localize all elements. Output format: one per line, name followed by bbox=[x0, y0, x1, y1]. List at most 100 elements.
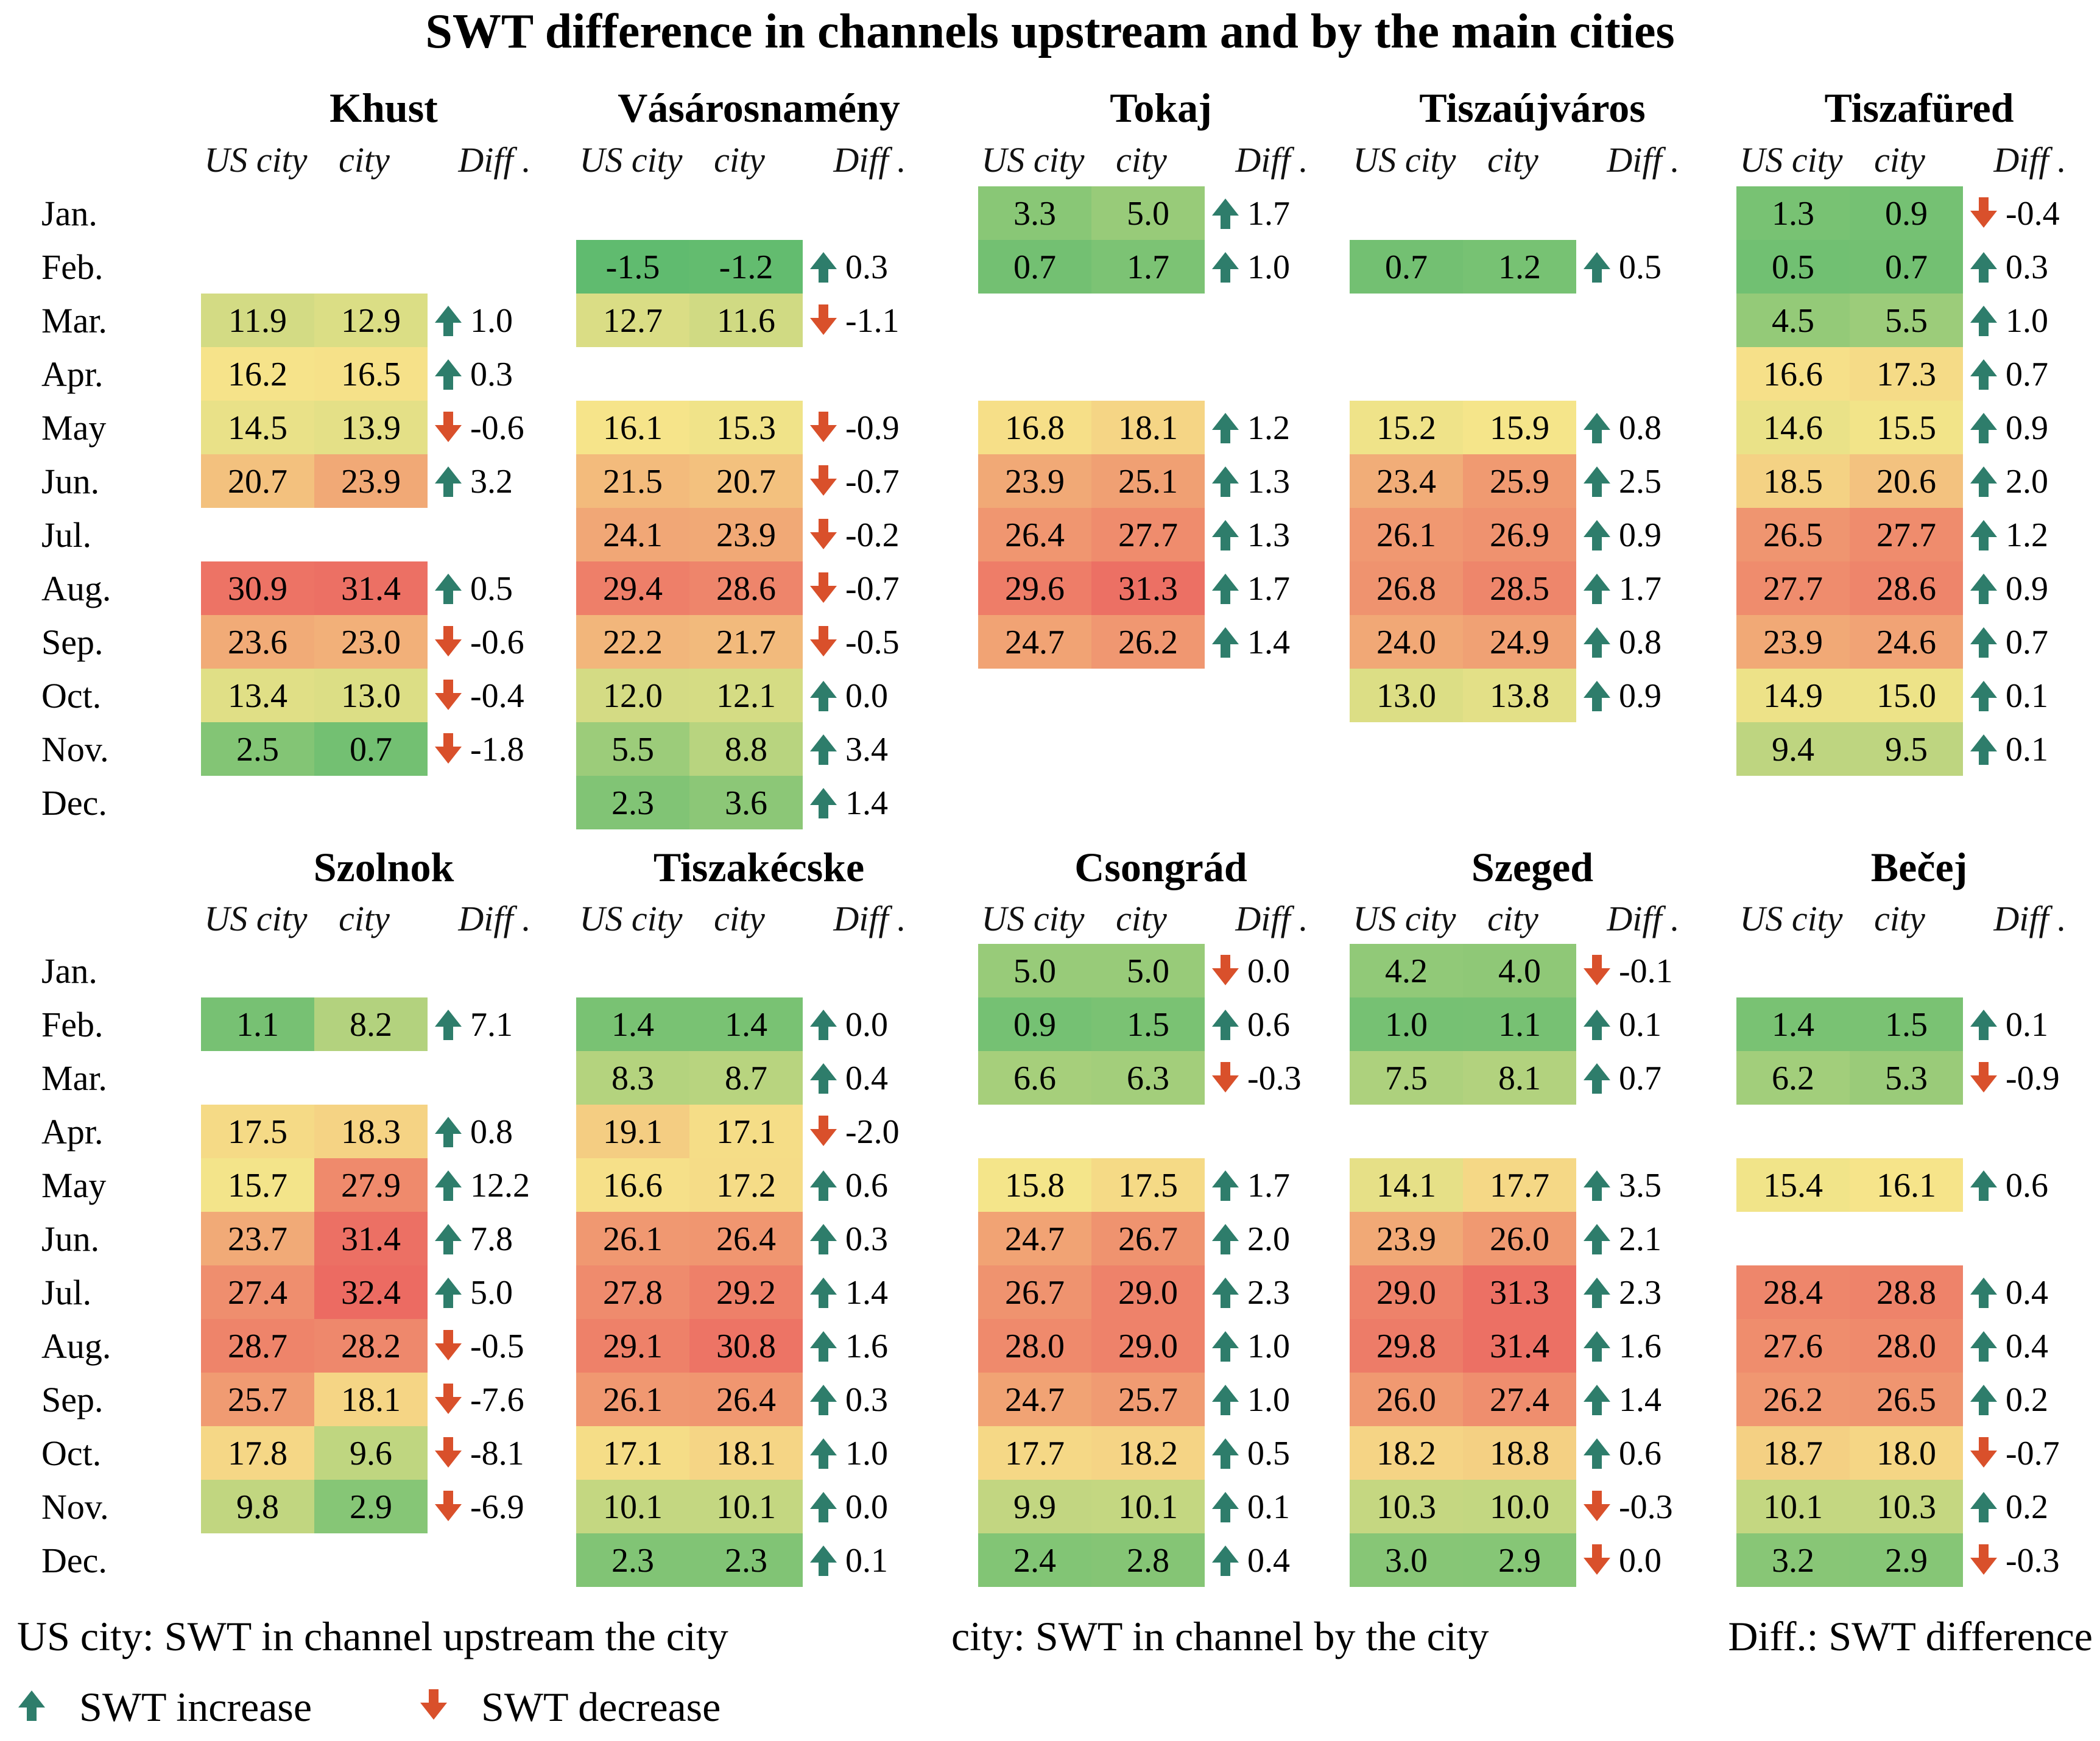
city-cell bbox=[1463, 240, 1576, 294]
increase-arrow-icon bbox=[435, 1278, 462, 1308]
us-value: 26.1 bbox=[1376, 516, 1436, 554]
city-title: Tokaj bbox=[1110, 85, 1212, 131]
increase-arrow-icon bbox=[1584, 681, 1610, 711]
us-cell bbox=[201, 1212, 314, 1265]
increase-arrow-icon bbox=[1970, 1010, 1997, 1040]
diff-value: 0.0 bbox=[845, 1488, 888, 1526]
column-header-us: US city bbox=[981, 140, 1084, 180]
diff-value: -0.5 bbox=[470, 1328, 524, 1365]
city-cell bbox=[1850, 508, 1963, 561]
us-value: 0.7 bbox=[1385, 248, 1428, 286]
us-cell bbox=[201, 401, 314, 454]
us-value: 13.0 bbox=[1376, 677, 1436, 715]
legend-decrease-label: SWT decrease bbox=[481, 1684, 721, 1730]
us-cell bbox=[978, 508, 1091, 561]
increase-arrow-icon bbox=[1212, 252, 1239, 283]
city-value: 8.2 bbox=[350, 1006, 392, 1044]
city-cell bbox=[1850, 401, 1963, 454]
us-value: 2.5 bbox=[236, 731, 279, 769]
us-cell bbox=[1350, 240, 1463, 294]
city-value: 6.3 bbox=[1127, 1060, 1169, 1097]
city-cell bbox=[1463, 508, 1576, 561]
us-cell bbox=[1736, 615, 1850, 669]
us-value: 9.9 bbox=[1013, 1488, 1056, 1526]
city-cell bbox=[1850, 240, 1963, 294]
us-value: 19.1 bbox=[603, 1113, 663, 1151]
diff-value: 1.4 bbox=[1247, 624, 1290, 661]
city-cell bbox=[1850, 1373, 1963, 1426]
us-value: 23.9 bbox=[1005, 463, 1065, 501]
us-cell bbox=[1736, 1373, 1850, 1426]
decrease-arrow-icon bbox=[810, 465, 837, 496]
us-cell bbox=[576, 615, 689, 669]
decrease-arrow-icon bbox=[810, 412, 837, 442]
city-value: 29.0 bbox=[1118, 1328, 1178, 1365]
city-value: 26.2 bbox=[1118, 624, 1178, 661]
city-value: 26.5 bbox=[1876, 1381, 1936, 1419]
us-value: 2.3 bbox=[611, 1542, 654, 1580]
city-cell bbox=[1850, 997, 1963, 1051]
city-cell bbox=[1850, 294, 1963, 347]
diff-value: 0.8 bbox=[470, 1113, 513, 1151]
increase-arrow-icon bbox=[1970, 1385, 1997, 1415]
city-value: 2.9 bbox=[1885, 1542, 1928, 1580]
us-value: 11.9 bbox=[228, 302, 287, 340]
us-value: 2.4 bbox=[1013, 1542, 1056, 1580]
city-value: 24.6 bbox=[1876, 624, 1936, 661]
us-cell bbox=[576, 722, 689, 776]
us-value: 24.1 bbox=[603, 516, 663, 554]
increase-arrow-icon bbox=[1212, 413, 1239, 443]
month-label: Mar. bbox=[41, 301, 107, 340]
city-cell bbox=[314, 722, 428, 776]
us-cell bbox=[1350, 944, 1463, 997]
us-cell bbox=[978, 561, 1091, 615]
city-cell bbox=[1463, 1533, 1576, 1587]
diff-value: -0.4 bbox=[2006, 195, 2060, 233]
us-value: 15.8 bbox=[1005, 1167, 1065, 1205]
city-value: 28.2 bbox=[341, 1328, 401, 1365]
increase-arrow-icon bbox=[1584, 1224, 1610, 1254]
increase-arrow-icon bbox=[1970, 681, 1997, 711]
us-value: 5.0 bbox=[1013, 952, 1056, 990]
city-cell bbox=[1463, 1158, 1576, 1212]
city-cell bbox=[1091, 615, 1205, 669]
footer-city-definition: city: SWT in channel by the city bbox=[951, 1613, 1489, 1659]
city-value: 25.9 bbox=[1490, 463, 1549, 501]
increase-arrow-icon bbox=[1584, 1438, 1610, 1469]
column-header-us: US city bbox=[204, 899, 307, 938]
increase-arrow-icon bbox=[810, 1170, 837, 1201]
us-cell bbox=[201, 1158, 314, 1212]
column-header-city: city bbox=[339, 899, 390, 938]
diff-value: 0.9 bbox=[2006, 409, 2048, 447]
city-value: 0.7 bbox=[1885, 248, 1928, 286]
us-cell bbox=[1736, 1319, 1850, 1373]
us-cell bbox=[576, 454, 689, 508]
city-cell bbox=[1850, 1265, 1963, 1319]
us-cell bbox=[978, 401, 1091, 454]
us-cell bbox=[1350, 669, 1463, 722]
city-cell bbox=[314, 615, 428, 669]
column-header-diff: Diff . bbox=[457, 140, 530, 180]
city-cell bbox=[689, 1533, 803, 1587]
city-cell bbox=[689, 1051, 803, 1105]
diff-value: 1.0 bbox=[470, 302, 513, 340]
us-cell bbox=[201, 1373, 314, 1426]
month-label: Mar. bbox=[41, 1058, 107, 1098]
us-cell bbox=[1736, 722, 1850, 776]
diff-value: 1.0 bbox=[845, 1435, 888, 1472]
city-value: 4.0 bbox=[1498, 952, 1541, 990]
city-cell bbox=[1091, 1480, 1205, 1533]
city-value: 18.0 bbox=[1876, 1435, 1936, 1472]
city-value: 18.8 bbox=[1490, 1435, 1549, 1472]
month-label: Jun. bbox=[41, 1219, 99, 1259]
month-label: Jun. bbox=[41, 462, 99, 501]
column-header-diff: Diff . bbox=[1993, 140, 2066, 180]
diff-value: 0.6 bbox=[1619, 1435, 1661, 1472]
column-header-city: city bbox=[1487, 140, 1538, 180]
city-panel: Tiszaújváros US city city Diff . 0.7 1.2 0.5 15… bbox=[1350, 85, 1680, 722]
us-cell bbox=[978, 1051, 1091, 1105]
us-cell bbox=[1736, 997, 1850, 1051]
column-header-us: US city bbox=[204, 140, 307, 180]
city-cell bbox=[1463, 1373, 1576, 1426]
city-cell bbox=[689, 722, 803, 776]
